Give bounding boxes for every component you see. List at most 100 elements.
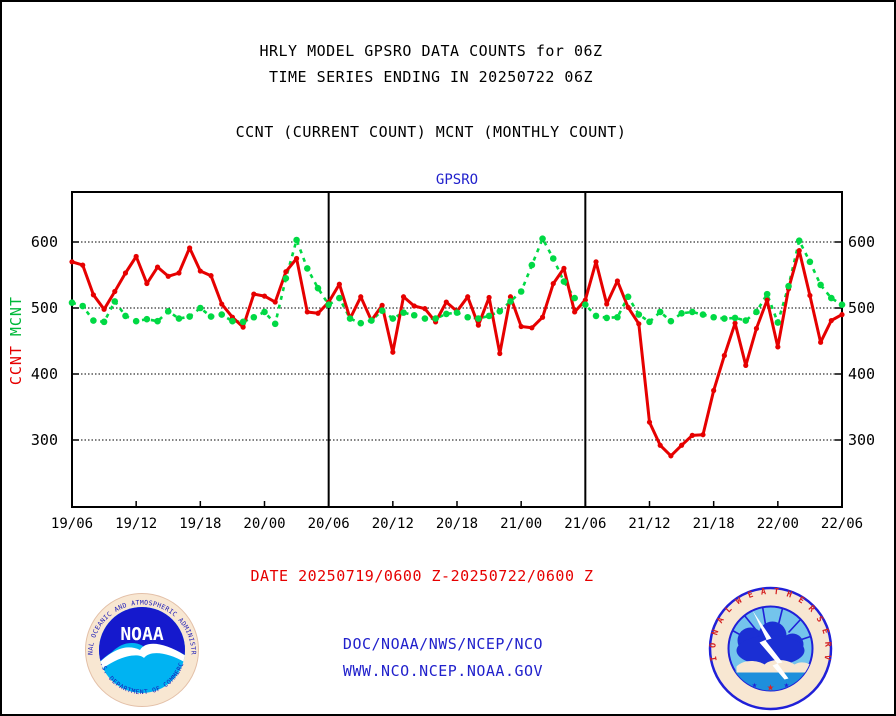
mcnt-point: [507, 298, 514, 305]
ccnt-point: [219, 301, 225, 307]
mcnt-point: [90, 317, 97, 324]
mcnt-point: [624, 293, 632, 301]
ccnt-point: [272, 299, 278, 305]
ccnt-point: [711, 387, 717, 394]
x-tick-label: 19/06: [50, 516, 94, 532]
mcnt-point: [410, 311, 418, 319]
mcnt-point: [838, 301, 846, 309]
ccnt-point: [582, 297, 588, 303]
mcnt-point: [774, 319, 782, 326]
mcnt-point: [186, 313, 193, 320]
mcnt-point: [656, 308, 664, 316]
ccnt-point: [775, 344, 781, 350]
ccnt-point: [90, 292, 96, 298]
y-tick-label-left: 500: [30, 299, 58, 317]
ccnt-point: [753, 325, 760, 332]
mcnt-point: [806, 258, 814, 266]
plot-panel-title: GPSRO: [435, 172, 479, 188]
website-label: WWW.NCO.NCEP.NOAA.GOV: [342, 662, 544, 680]
mcnt-point: [549, 255, 557, 262]
x-tick-label: 20/18: [435, 516, 479, 532]
ccnt-point: [497, 350, 503, 357]
ccnt-point: [379, 302, 385, 308]
ccnt-point: [807, 292, 813, 299]
ccnt-point: [678, 442, 685, 448]
mcnt-point: [143, 315, 151, 323]
ccnt-point: [614, 278, 621, 284]
mcnt-point: [828, 294, 835, 302]
x-tick-label: 20/12: [371, 516, 414, 532]
ccnt-point: [646, 419, 653, 425]
ccnt-point: [550, 280, 556, 287]
y-tick-label-right: 300: [848, 431, 876, 449]
mcnt-point: [592, 312, 600, 320]
mcnt-point: [250, 313, 258, 321]
ccnt-point: [400, 294, 407, 300]
mcnt-point: [667, 317, 675, 325]
ccnt-point: [336, 281, 342, 287]
mcnt-point: [68, 299, 76, 307]
ccnt-point: [261, 293, 268, 299]
mcnt-point: [699, 311, 707, 318]
mcnt-point: [368, 317, 375, 324]
ccnt-line: [71, 246, 843, 458]
mcnt-point: [218, 311, 226, 318]
mcnt-point: [432, 315, 439, 322]
nws-star-center-icon: ★: [767, 680, 774, 694]
noaa-logo: NOAA NATIONAL OCEANIC AND ATMOSPHERIC AD…: [85, 593, 199, 707]
ccnt-point: [828, 317, 834, 324]
ccnt-point: [743, 362, 749, 369]
y-tick-label-left: 600: [30, 233, 58, 251]
mcnt-point: [100, 318, 108, 326]
mcnt-point: [539, 235, 546, 242]
mcnt-point: [271, 320, 279, 328]
mcnt-point: [443, 310, 450, 318]
mcnt-point: [229, 317, 236, 325]
ccnt-point: [689, 432, 695, 438]
nws-star-right-icon: ★: [784, 681, 790, 691]
mcnt-point: [389, 315, 397, 322]
mcnt-point: [795, 237, 803, 244]
mcnt-point: [817, 281, 824, 289]
mcnt-point: [742, 317, 750, 324]
mcnt-point: [678, 309, 685, 317]
noaa-sky-upper: [99, 607, 185, 664]
mcnt-point: [753, 308, 760, 316]
x-tick-label: 21/12: [628, 516, 671, 532]
mcnt-point: [79, 302, 86, 310]
ccnt-point: [176, 270, 182, 276]
y-tick-label-right: 500: [848, 299, 876, 317]
ccnt-point: [208, 273, 214, 279]
ccnt-point: [732, 320, 738, 326]
date-range-label: DATE 20250719/0600 Z-20250722/0600 Z: [250, 567, 594, 585]
mcnt-point: [560, 278, 568, 285]
ccnt-point: [101, 306, 107, 312]
ccnt-point: [293, 255, 300, 262]
y-tick-label-right: 400: [848, 365, 876, 383]
ccnt-point: [422, 306, 428, 312]
chart-title-line1: HRLY MODEL GPSRO DATA COUNTS for 06Z: [259, 42, 603, 60]
ccnt-point: [443, 299, 449, 305]
mcnt-point: [154, 317, 161, 325]
ccnt-point: [572, 309, 578, 315]
mcnt-point: [688, 308, 696, 316]
nws-logo: ★ ★ ★ N A T I O N A L W E A T H E R S E …: [708, 586, 833, 711]
ccnt-point: [69, 259, 75, 265]
x-tick-label: 22/00: [756, 516, 799, 532]
mcnt-point: [582, 301, 589, 309]
ccnt-point: [411, 303, 417, 309]
ccnt-point: [80, 262, 86, 268]
mcnt-point: [485, 312, 493, 320]
ccnt-point: [390, 349, 396, 355]
mcnt-point: [175, 315, 183, 322]
mcnt-point: [603, 314, 611, 322]
x-tick-label: 19/12: [115, 516, 158, 532]
organization-label: DOC/NOAA/NWS/NCEP/NCO: [342, 635, 544, 653]
mcnt-point: [132, 317, 140, 325]
mcnt-point: [453, 309, 461, 316]
mcnt-point: [421, 315, 429, 322]
mcnt-point: [261, 308, 268, 316]
noaa-seagull-icon: [99, 643, 185, 672]
